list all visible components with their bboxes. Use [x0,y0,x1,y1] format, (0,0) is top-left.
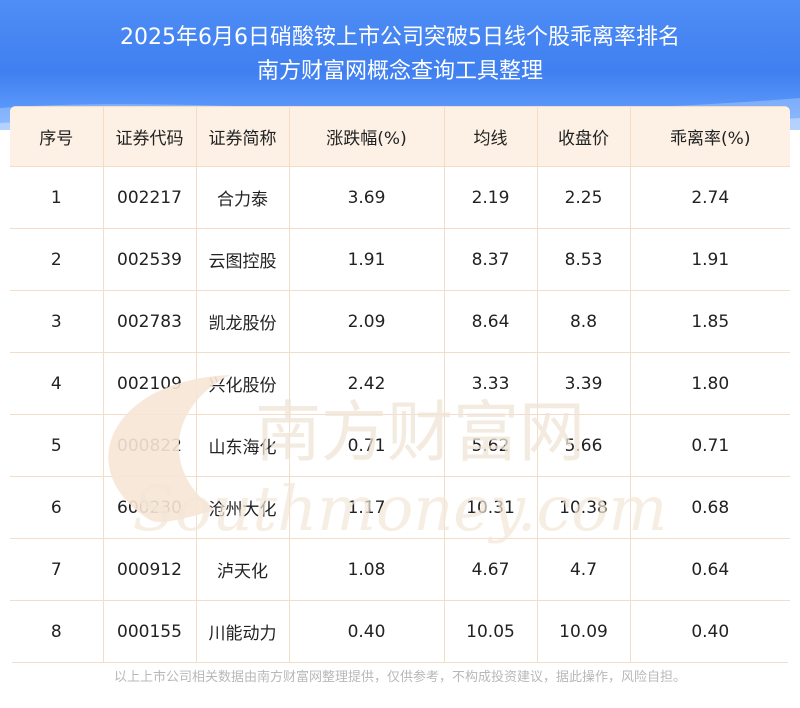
cell-rank: 3 [10,290,104,353]
table-row: 7 000912 泸天化 1.08 4.67 4.7 0.64 [10,538,790,601]
cell-close: 10.09 [536,600,631,663]
table-row: 2 002539 云图控股 1.91 8.37 8.53 1.91 [10,228,790,291]
cell-close: 4.7 [536,538,631,601]
cell-name: 兴化股份 [195,352,290,415]
cell-name: 沧州大化 [195,476,290,539]
cell-name: 川能动力 [195,600,290,663]
cell-name: 合力泰 [195,166,290,229]
table-row: 3 002783 凯龙股份 2.09 8.64 8.8 1.85 [10,290,790,353]
cell-change: 1.08 [288,538,445,601]
cell-bias: 0.64 [629,538,790,601]
cell-rank: 7 [10,538,104,601]
column-header-name: 证券简称 [195,106,290,167]
cell-close: 2.25 [536,166,631,229]
cell-close: 8.53 [536,228,631,291]
cell-close: 8.8 [536,290,631,353]
cell-code: 000155 [102,600,197,663]
column-header-bias: 乖离率(%) [629,106,790,167]
cell-ma: 3.33 [443,352,538,415]
cell-ma: 4.67 [443,538,538,601]
table-header-row: 序号 证券代码 证券简称 涨跌幅(%) 均线 收盘价 乖离率(%) [10,106,790,167]
cell-code: 002109 [102,352,197,415]
cell-code: 000822 [102,414,197,477]
page-title: 2025年6月6日硝酸铵上市公司突破5日线个股乖离率排名 [120,25,680,50]
cell-name: 凯龙股份 [195,290,290,353]
table-row: 1 002217 合力泰 3.69 2.19 2.25 2.74 [10,166,790,229]
cell-name: 泸天化 [195,538,290,601]
cell-change: 0.71 [288,414,445,477]
cell-rank: 8 [10,600,104,663]
cell-ma: 5.62 [443,414,538,477]
cell-code: 002783 [102,290,197,353]
table-row: 4 002109 兴化股份 2.42 3.33 3.39 1.80 [10,352,790,415]
footer-disclaimer: 以上上市公司相关数据由南方财富网整理提供，仅供参考，不构成投资建议，据此操作，风… [113,670,686,685]
page-subtitle: 南方财富网概念查询工具整理 [256,59,543,84]
column-header-ma: 均线 [443,106,538,167]
cell-name: 云图控股 [195,228,290,291]
cell-rank: 1 [10,166,104,229]
cell-ma: 10.31 [443,476,538,539]
table-row: 5 000822 山东海化 0.71 5.62 5.66 0.71 [10,414,790,477]
ranking-table: 序号 证券代码 证券简称 涨跌幅(%) 均线 收盘价 乖离率(%) 1 0022… [10,106,790,663]
cell-change: 0.40 [288,600,445,663]
cell-close: 5.66 [536,414,631,477]
cell-ma: 2.19 [443,166,538,229]
column-header-change: 涨跌幅(%) [288,106,445,167]
cell-bias: 1.91 [629,228,790,291]
column-header-code: 证券代码 [102,106,197,167]
cell-code: 002217 [102,166,197,229]
column-header-rank: 序号 [10,106,104,167]
cell-change: 2.42 [288,352,445,415]
cell-change: 3.69 [288,166,445,229]
table-row: 8 000155 川能动力 0.40 10.05 10.09 0.40 [10,600,790,663]
cell-change: 1.91 [288,228,445,291]
table-row: 6 600230 沧州大化 1.17 10.31 10.38 0.68 [10,476,790,539]
cell-change: 1.17 [288,476,445,539]
cell-close: 10.38 [536,476,631,539]
cell-bias: 0.68 [629,476,790,539]
cell-bias: 1.80 [629,352,790,415]
table-card: 序号 证券代码 证券简称 涨跌幅(%) 均线 收盘价 乖离率(%) 1 0022… [10,106,790,664]
cell-bias: 0.71 [629,414,790,477]
cell-code: 000912 [102,538,197,601]
cell-rank: 4 [10,352,104,415]
cell-name: 山东海化 [195,414,290,477]
cell-rank: 6 [10,476,104,539]
cell-close: 3.39 [536,352,631,415]
cell-rank: 2 [10,228,104,291]
cell-bias: 1.85 [629,290,790,353]
column-header-close: 收盘价 [536,106,631,167]
cell-bias: 2.74 [629,166,790,229]
cell-ma: 8.37 [443,228,538,291]
cell-rank: 5 [10,414,104,477]
cell-ma: 10.05 [443,600,538,663]
cell-change: 2.09 [288,290,445,353]
cell-code: 600230 [102,476,197,539]
cell-bias: 0.40 [629,600,790,663]
cell-ma: 8.64 [443,290,538,353]
cell-code: 002539 [102,228,197,291]
